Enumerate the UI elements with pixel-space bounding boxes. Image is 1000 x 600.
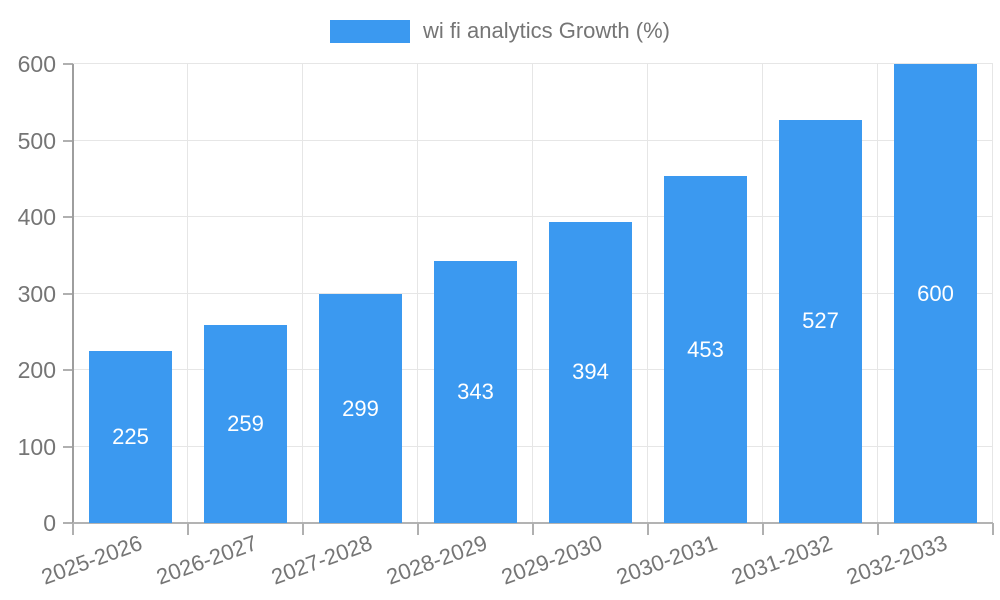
y-axis-tick: [63, 216, 73, 218]
x-axis-label: 2027-2028: [268, 530, 376, 590]
y-axis-label: 0: [43, 510, 56, 536]
gridline-y-600: [73, 63, 993, 64]
chart-legend: wi fi analytics Growth (%): [0, 18, 1000, 44]
y-axis-label: 400: [17, 204, 56, 230]
y-axis-tick: [63, 369, 73, 371]
gridline-y-100: [73, 445, 993, 447]
x-axis-tick: [187, 523, 189, 535]
y-axis-label: 200: [17, 357, 56, 383]
x-axis-label: 2031-2032: [728, 530, 836, 590]
x-axis-label: 2030-2031: [613, 530, 721, 590]
x-axis-tick: [992, 523, 994, 535]
bar-2026-2027[interactable]: 259: [204, 324, 287, 523]
bar-value-label: 259: [227, 410, 264, 436]
x-axis-label: 2032-2033: [843, 530, 951, 590]
y-axis-tick: [63, 292, 73, 295]
legend-color-swatch-icon: [330, 19, 411, 43]
gridline-y-200: [73, 369, 993, 370]
bar-value-label: 225: [112, 423, 149, 449]
y-axis-line: [72, 64, 74, 535]
gridline-y-400: [73, 216, 993, 217]
y-axis-label: 100: [17, 433, 56, 460]
bar-value-label: 343: [457, 378, 494, 404]
x-axis-label: 2025-2026: [38, 530, 146, 590]
x-axis-tick: [762, 523, 764, 535]
y-axis-tick: [63, 522, 73, 524]
y-axis-tick: [63, 139, 73, 142]
bar-2028-2029[interactable]: 343: [434, 260, 517, 523]
bar-2027-2028[interactable]: 299: [319, 294, 402, 523]
gridline-y-300: [73, 292, 993, 294]
gridline-y-500: [73, 139, 993, 141]
legend-series-label: wi fi analytics Growth (%): [423, 18, 670, 43]
bar-value-label: 299: [342, 395, 379, 421]
x-axis-tick: [532, 523, 534, 535]
y-axis-label: 600: [17, 51, 56, 77]
gridline-x-boundary: [302, 64, 303, 523]
x-axis-tick: [302, 523, 304, 535]
x-axis-tick: [647, 523, 649, 535]
x-axis-label: 2028-2029: [383, 530, 491, 590]
gridline-x-boundary: [532, 64, 533, 523]
bar-value-label: 527: [802, 308, 839, 334]
y-axis-label: 500: [17, 127, 56, 154]
x-axis-tick: [417, 523, 419, 535]
bar-2031-2032[interactable]: 527: [779, 119, 862, 523]
gridline-x-boundary: [187, 64, 188, 523]
y-axis-tick: [63, 63, 73, 65]
bar-2025-2026[interactable]: 225: [89, 350, 172, 523]
x-axis-label: 2029-2030: [498, 530, 606, 590]
legend-item-series[interactable]: wi fi analytics Growth (%): [330, 18, 670, 44]
x-axis-tick: [877, 523, 879, 535]
bar-2030-2031[interactable]: 453: [664, 176, 747, 523]
bar-value-label: 394: [572, 359, 609, 385]
x-axis-label: 2026-2027: [153, 530, 261, 590]
bar-value-label: 453: [687, 336, 724, 362]
bar-value-label: 600: [917, 280, 954, 306]
gridline-x-boundary: [417, 64, 418, 523]
gridline-x-boundary: [647, 64, 648, 523]
gridline-x-boundary: [877, 64, 878, 523]
y-axis-label: 300: [17, 280, 56, 307]
x-axis-tick: [72, 523, 74, 535]
gridline-x-boundary: [762, 64, 763, 523]
gridline-x-boundary: [992, 64, 993, 523]
bar-2032-2033[interactable]: 600: [894, 64, 977, 523]
bar-2029-2030[interactable]: 394: [549, 221, 632, 523]
y-axis-tick: [63, 445, 73, 448]
